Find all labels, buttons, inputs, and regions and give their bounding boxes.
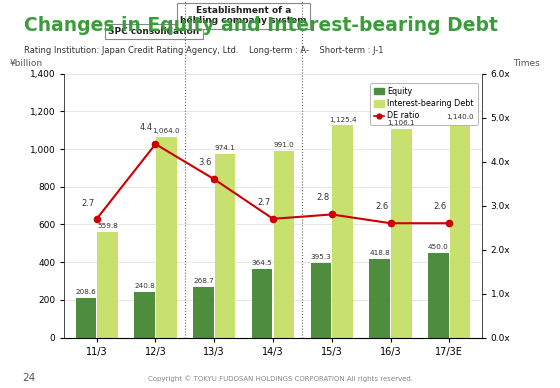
- Text: 240.8: 240.8: [134, 283, 155, 289]
- Bar: [97, 232, 118, 338]
- Bar: [76, 298, 96, 338]
- Text: 1,106.1: 1,106.1: [388, 120, 415, 126]
- Text: 1,140.0: 1,140.0: [446, 114, 474, 120]
- Text: 1,125.4: 1,125.4: [329, 117, 357, 123]
- Text: 4.4: 4.4: [140, 123, 153, 132]
- Bar: [193, 287, 214, 338]
- Text: 208.6: 208.6: [76, 289, 96, 295]
- Text: 418.8: 418.8: [369, 250, 390, 256]
- Text: Copyright © TOKYU FUDOSAN HOLDINGS CORPORATION All rights reserved.: Copyright © TOKYU FUDOSAN HOLDINGS CORPO…: [147, 375, 413, 382]
- Bar: [332, 125, 353, 338]
- Text: 395.3: 395.3: [310, 254, 332, 260]
- Bar: [215, 154, 235, 338]
- Text: 268.7: 268.7: [193, 278, 214, 284]
- Bar: [391, 129, 412, 338]
- Text: 2.6: 2.6: [375, 202, 388, 211]
- Legend: Equity, Interest-bearing Debt, DE ratio: Equity, Interest-bearing Debt, DE ratio: [370, 83, 478, 125]
- Text: 2.7: 2.7: [258, 197, 271, 206]
- Bar: [311, 263, 331, 338]
- Text: 974.1: 974.1: [214, 145, 236, 151]
- Bar: [370, 259, 390, 338]
- Bar: [450, 123, 470, 338]
- Text: Changes in Equity and Interest-bearing Debt: Changes in Equity and Interest-bearing D…: [24, 16, 497, 35]
- Text: 2.7: 2.7: [81, 199, 95, 208]
- Bar: [252, 269, 272, 338]
- Text: 3.6: 3.6: [199, 158, 212, 167]
- Text: Rating Institution: Japan Credit Rating Agency, Ltd.    Long-term : A-    Short-: Rating Institution: Japan Credit Rating …: [24, 46, 383, 55]
- Text: Times: Times: [514, 59, 540, 68]
- Bar: [134, 292, 155, 338]
- Text: ¥billion: ¥billion: [10, 59, 43, 68]
- Bar: [156, 137, 176, 338]
- Text: 24: 24: [22, 373, 36, 383]
- Text: 1,064.0: 1,064.0: [152, 128, 180, 134]
- Text: Establishment of a
holding company system: Establishment of a holding company syste…: [180, 6, 307, 25]
- Text: 2.8: 2.8: [316, 193, 330, 202]
- Bar: [428, 253, 449, 338]
- Text: 450.0: 450.0: [428, 244, 449, 250]
- Text: 559.8: 559.8: [97, 223, 118, 229]
- Text: 364.5: 364.5: [252, 260, 273, 266]
- Bar: [274, 151, 294, 338]
- Text: 991.0: 991.0: [273, 142, 294, 148]
- Text: 2.6: 2.6: [434, 202, 447, 211]
- Text: SPC consolidation: SPC consolidation: [109, 27, 199, 36]
